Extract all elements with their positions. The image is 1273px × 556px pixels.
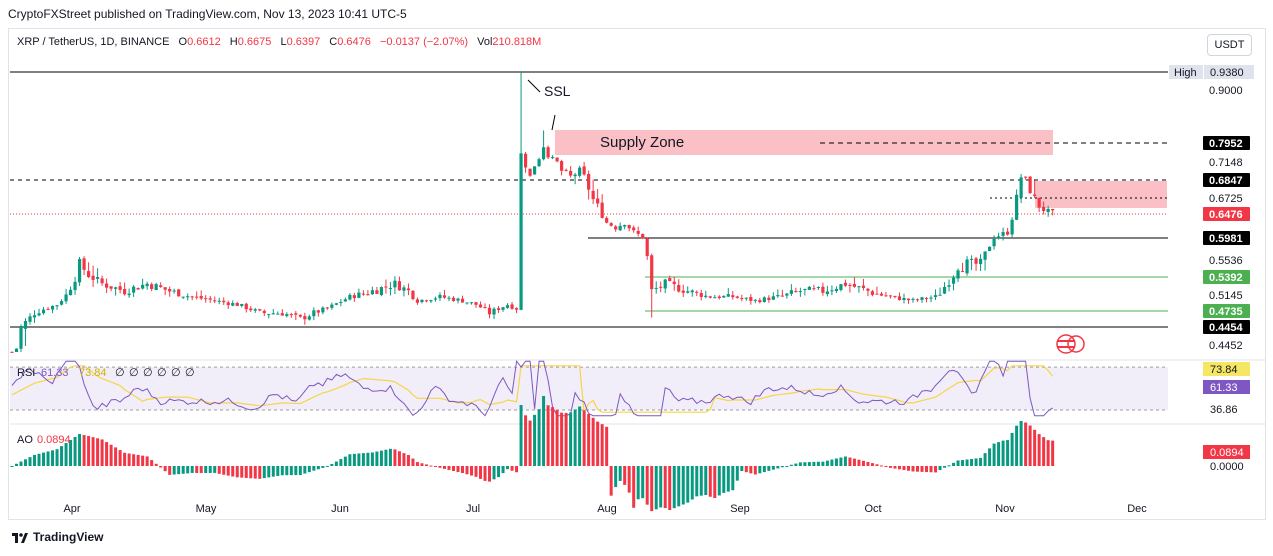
close-label: C bbox=[329, 36, 338, 48]
high-value: 0.6675 bbox=[237, 36, 272, 48]
low-value: 0.6397 bbox=[286, 36, 321, 48]
brand-name: TradingView bbox=[33, 530, 104, 544]
volume-label: Vol bbox=[477, 36, 493, 48]
tradingview-brand[interactable]: TradingView bbox=[12, 530, 103, 544]
close-value: 0.6476 bbox=[337, 36, 371, 48]
volume-value: 210.818M bbox=[492, 36, 542, 48]
change-value: −0.0137 (−2.07%) bbox=[379, 36, 469, 48]
chart-frame bbox=[8, 28, 1266, 520]
symbol-name[interactable]: XRP / TetherUS, 1D, BINANCE bbox=[17, 36, 170, 48]
open-label: O bbox=[178, 36, 188, 48]
tradingview-logo-icon bbox=[12, 532, 28, 543]
low-label: L bbox=[280, 36, 287, 48]
currency-button[interactable]: USDT bbox=[1207, 34, 1252, 56]
open-value: 0.6612 bbox=[187, 36, 221, 48]
symbol-legend: XRP / TetherUS, 1D, BINANCE O0.6612 H0.6… bbox=[17, 36, 541, 48]
high-label: H bbox=[229, 36, 238, 48]
publication-line: CryptoFXStreet published on TradingView.… bbox=[8, 7, 407, 21]
